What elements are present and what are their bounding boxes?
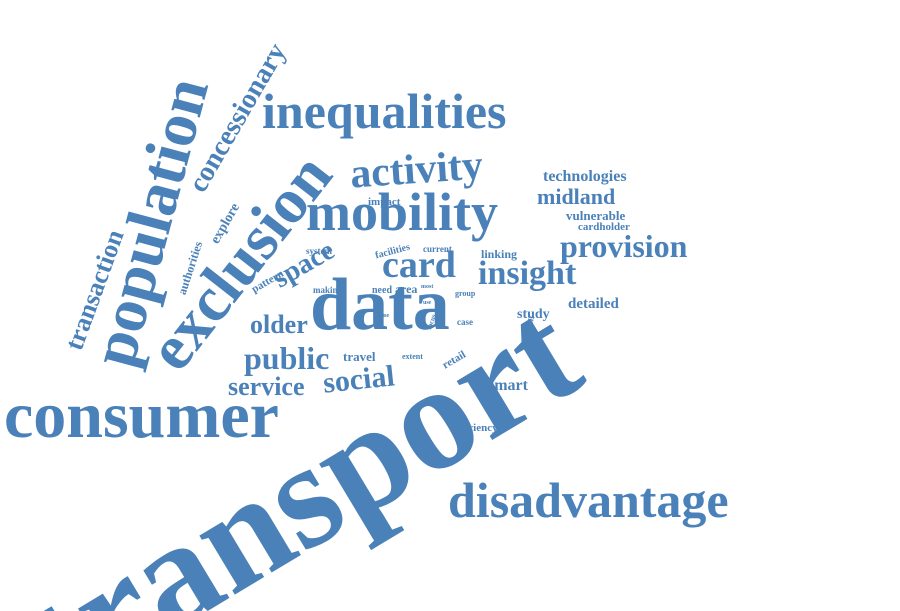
word-efficiency: efficiency: [453, 422, 498, 434]
word-public: public: [244, 340, 330, 376]
word-case: case: [457, 317, 473, 327]
word-most: most: [421, 284, 434, 290]
word-need: need: [372, 285, 392, 296]
word-use: use: [423, 300, 432, 306]
word-system: system: [306, 246, 332, 256]
word-insight: insight: [478, 255, 577, 292]
word-current: current: [423, 244, 452, 254]
word-area: area: [395, 282, 418, 296]
word-smart: smart: [488, 377, 528, 394]
word-impact: impact: [368, 196, 401, 208]
word-social: social: [321, 359, 397, 400]
word-cardholder: cardholder: [578, 221, 630, 233]
word-vulnerable: vulnerable: [566, 208, 626, 223]
word-technologies: technologies: [543, 168, 627, 185]
word-data: data: [310, 264, 450, 346]
word-midland: midland: [537, 184, 616, 209]
word-time: time: [378, 313, 390, 319]
word-provision: provision: [560, 228, 688, 264]
word-disadvantage: disadvantage: [448, 472, 729, 528]
word-consumer: consumer: [4, 379, 279, 452]
word-service: service: [228, 372, 305, 401]
word-making: making: [313, 285, 343, 295]
word-group: group: [455, 289, 476, 298]
word-older: older: [250, 310, 308, 339]
word-inequalities: inequalities: [262, 83, 507, 139]
word-activity: activity: [348, 142, 485, 198]
word-travel: travel: [343, 349, 376, 364]
word-mobility: mobility: [306, 182, 499, 242]
word-extent: extent: [402, 352, 423, 361]
word-card: card: [382, 244, 456, 286]
word-linking: linking: [481, 247, 518, 261]
word-detailed: detailed: [568, 296, 619, 312]
word-study: study: [517, 307, 550, 322]
